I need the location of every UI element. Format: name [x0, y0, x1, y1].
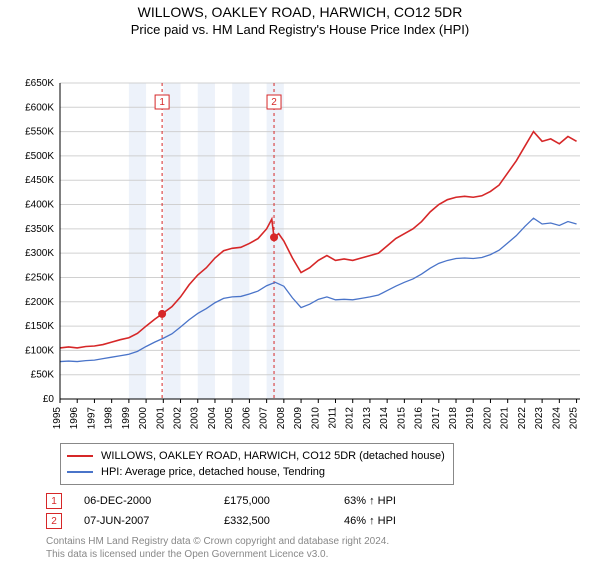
svg-text:£650K: £650K	[25, 78, 54, 89]
svg-text:2003: 2003	[190, 407, 201, 430]
svg-text:2009: 2009	[293, 407, 304, 430]
svg-text:2: 2	[271, 97, 277, 108]
svg-text:2005: 2005	[224, 407, 235, 430]
svg-text:2001: 2001	[155, 407, 166, 430]
svg-text:1996: 1996	[69, 407, 80, 430]
sale-marker-1: 1	[46, 493, 62, 509]
svg-text:£300K: £300K	[25, 248, 54, 259]
svg-text:2007: 2007	[259, 407, 270, 430]
sale-rel-1: 63% ↑ HPI	[344, 495, 464, 507]
legend: WILLOWS, OAKLEY ROAD, HARWICH, CO12 5DR …	[60, 443, 454, 485]
sale-date-1: 06-DEC-2000	[84, 495, 224, 507]
svg-text:£50K: £50K	[31, 370, 55, 381]
svg-text:2006: 2006	[241, 407, 252, 430]
svg-text:£150K: £150K	[25, 321, 54, 332]
svg-text:2019: 2019	[465, 407, 476, 430]
svg-text:2020: 2020	[482, 407, 493, 430]
svg-text:2008: 2008	[276, 407, 287, 430]
sale-date-2: 07-JUN-2007	[84, 515, 224, 527]
legend-label-hpi: HPI: Average price, detached house, Tend…	[101, 466, 325, 478]
attribution-line-1: Contains HM Land Registry data © Crown c…	[46, 535, 600, 548]
attribution: Contains HM Land Registry data © Crown c…	[46, 535, 600, 561]
svg-text:2004: 2004	[207, 407, 218, 430]
svg-text:2002: 2002	[173, 407, 184, 430]
svg-text:2014: 2014	[379, 407, 390, 430]
sale-price-1: £175,000	[224, 495, 344, 507]
svg-text:2011: 2011	[327, 407, 338, 429]
sale-row-1: 1 06-DEC-2000 £175,000 63% ↑ HPI	[46, 491, 600, 511]
svg-text:£200K: £200K	[25, 297, 54, 308]
sale-events: 1 06-DEC-2000 £175,000 63% ↑ HPI 2 07-JU…	[46, 491, 600, 531]
svg-text:£100K: £100K	[25, 345, 54, 356]
svg-text:1998: 1998	[104, 407, 115, 430]
attribution-line-2: This data is licensed under the Open Gov…	[46, 548, 600, 561]
svg-text:£550K: £550K	[25, 127, 54, 138]
svg-text:2013: 2013	[362, 407, 373, 430]
svg-text:2018: 2018	[448, 407, 459, 430]
svg-text:2021: 2021	[500, 407, 511, 430]
svg-text:£400K: £400K	[25, 200, 54, 211]
svg-text:1: 1	[159, 97, 165, 108]
svg-text:2022: 2022	[517, 407, 528, 430]
svg-text:2010: 2010	[310, 407, 321, 430]
svg-text:1997: 1997	[86, 407, 97, 430]
svg-text:£250K: £250K	[25, 272, 54, 283]
legend-row-property: WILLOWS, OAKLEY ROAD, HARWICH, CO12 5DR …	[67, 448, 447, 464]
chart-title-sub: Price paid vs. HM Land Registry's House …	[0, 22, 600, 37]
legend-row-hpi: HPI: Average price, detached house, Tend…	[67, 464, 447, 480]
price-chart: £0 £50K £100K £150K £200K £250K £300K £350K £400…	[0, 37, 600, 439]
svg-text:2017: 2017	[431, 407, 442, 430]
legend-swatch-property	[67, 455, 93, 457]
svg-text:2012: 2012	[345, 407, 356, 430]
svg-text:£500K: £500K	[25, 151, 54, 162]
svg-text:1999: 1999	[121, 407, 132, 430]
svg-text:2025: 2025	[569, 407, 580, 430]
svg-text:2015: 2015	[396, 407, 407, 430]
svg-text:£0: £0	[43, 394, 55, 405]
chart-title-block: WILLOWS, OAKLEY ROAD, HARWICH, CO12 5DR …	[0, 4, 600, 37]
svg-text:2016: 2016	[414, 407, 425, 430]
svg-text:£350K: £350K	[25, 224, 54, 235]
sale-marker-2: 2	[46, 513, 62, 529]
sale-rel-2: 46% ↑ HPI	[344, 515, 464, 527]
sale-marker-2-num: 2	[51, 516, 57, 527]
svg-text:2000: 2000	[138, 407, 149, 430]
chart-title-main: WILLOWS, OAKLEY ROAD, HARWICH, CO12 5DR	[0, 4, 600, 20]
sale-row-2: 2 07-JUN-2007 £332,500 46% ↑ HPI	[46, 511, 600, 531]
svg-text:2023: 2023	[534, 407, 545, 430]
sale-price-2: £332,500	[224, 515, 344, 527]
svg-text:£600K: £600K	[25, 102, 54, 113]
svg-text:£450K: £450K	[25, 175, 54, 186]
svg-text:1995: 1995	[52, 407, 63, 430]
legend-swatch-hpi	[67, 471, 93, 473]
svg-text:2024: 2024	[551, 407, 562, 430]
legend-label-property: WILLOWS, OAKLEY ROAD, HARWICH, CO12 5DR …	[101, 450, 445, 462]
sale-marker-1-num: 1	[51, 496, 57, 507]
